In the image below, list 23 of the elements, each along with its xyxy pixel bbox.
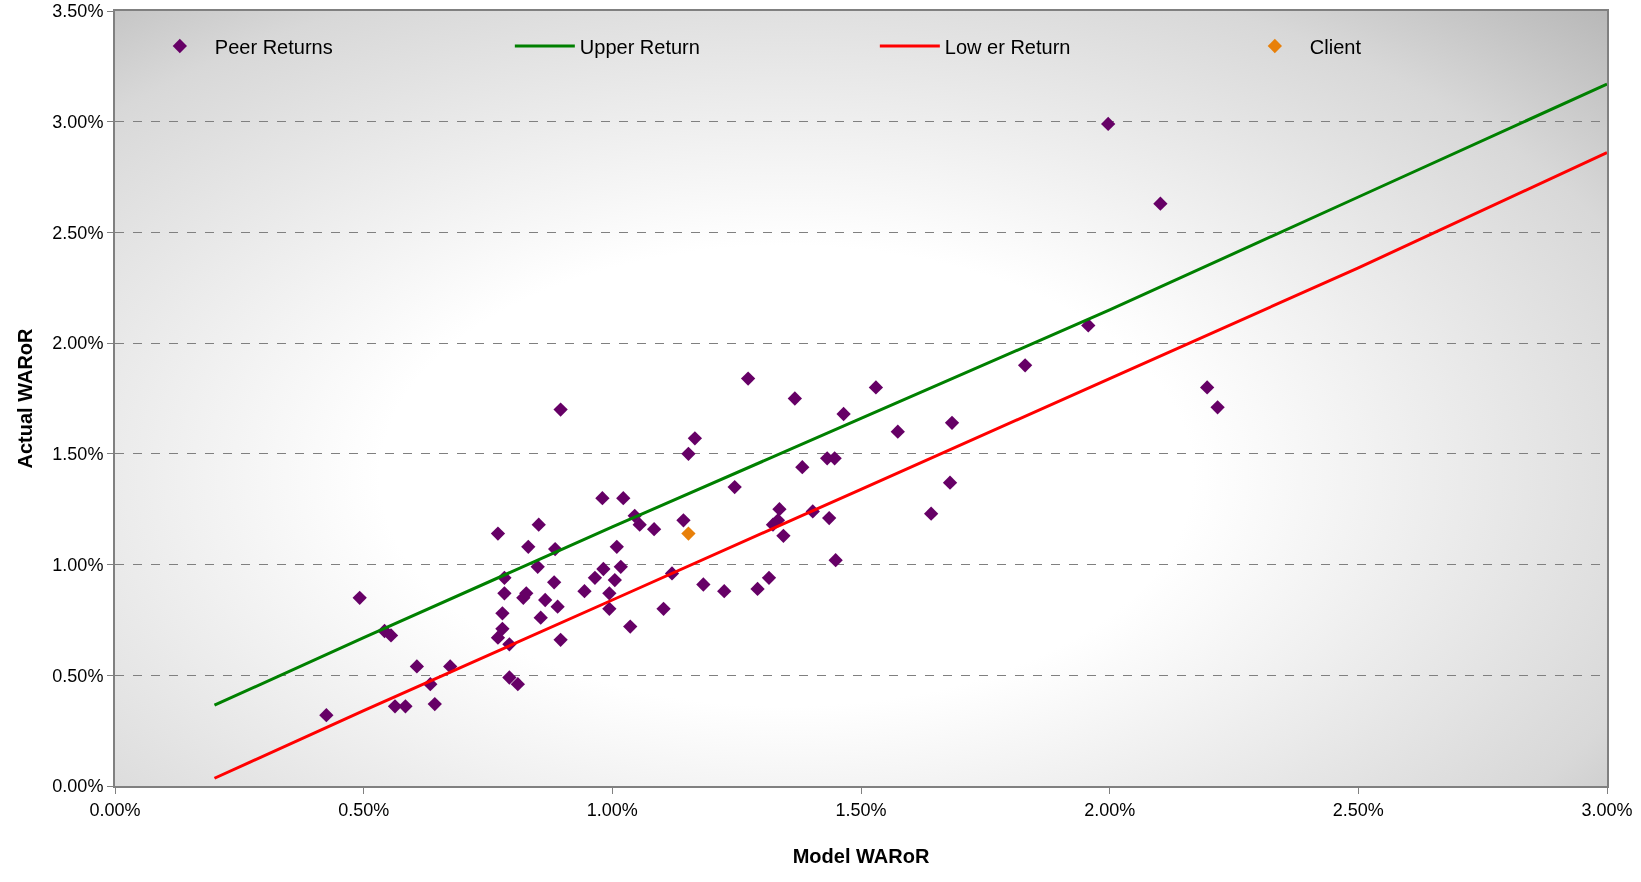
x-tick-label: 0.50%: [338, 799, 390, 820]
x-tick-label: 1.50%: [835, 799, 887, 820]
line-series: [212, 82, 1607, 707]
x-tick-label: 0.00%: [89, 799, 141, 820]
line-series: [212, 151, 1607, 780]
y-axis-title: Actual WARoR: [14, 327, 37, 469]
y-tick-label: 3.50%: [52, 1, 104, 22]
y-tick-label: 1.50%: [52, 444, 104, 465]
x-tick-label: 2.50%: [1332, 799, 1384, 820]
y-tick-label: 0.50%: [52, 665, 104, 686]
legend-label: Client: [1309, 35, 1362, 58]
legend-label: Low er Return: [944, 35, 1071, 58]
y-tick-label: 2.50%: [52, 222, 104, 243]
legend-label: Upper Return: [579, 35, 700, 58]
x-tick-label: 3.00%: [1581, 799, 1633, 820]
x-tick-label: 1.00%: [586, 799, 638, 820]
y-tick-label: 2.00%: [52, 333, 104, 354]
y-tick-label: 3.00%: [52, 112, 104, 133]
legend-label: Peer Returns: [214, 35, 333, 58]
y-tick-label: 1.00%: [52, 554, 104, 575]
x-tick-label: 2.00%: [1084, 799, 1136, 820]
x-axis-title: Model WARoR: [792, 844, 930, 867]
y-tick-label: 0.00%: [52, 776, 104, 797]
